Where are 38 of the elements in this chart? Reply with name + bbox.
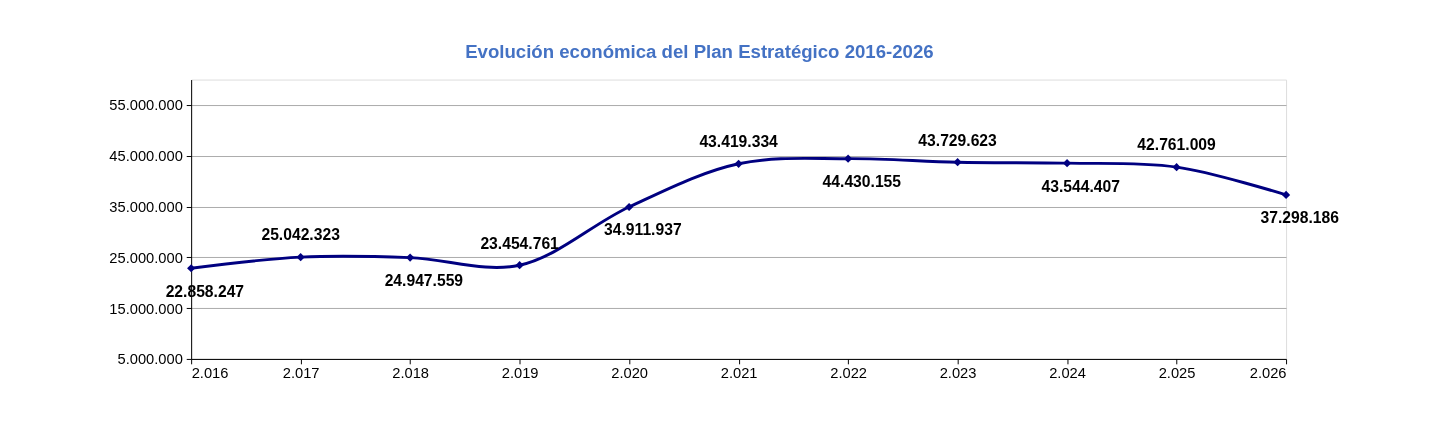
point	[296, 253, 305, 262]
x-tick-label: 2.020	[611, 365, 648, 382]
data-label: 42.761.009	[1137, 136, 1217, 154]
data-label: 23.454.761	[480, 234, 560, 252]
point	[953, 158, 962, 167]
x-tick-label: 2.021	[720, 365, 758, 382]
point	[406, 253, 415, 262]
chart-title: Evolución económica del Plan Estratégico 2016-2026	[465, 41, 934, 62]
data-label: 44.430.155	[822, 173, 902, 191]
x-tick-label: 2.024	[1049, 365, 1086, 382]
data-label: 24.947.559	[384, 272, 464, 290]
point	[844, 154, 853, 163]
point	[734, 159, 743, 168]
y-tick-label: 45.000.000	[109, 148, 183, 165]
data-label: 37.298.186	[1260, 209, 1340, 227]
y-tick-label: 25.000.000	[109, 249, 183, 266]
point	[187, 264, 196, 273]
x-tick-label: 2.018	[392, 365, 429, 382]
y-tick-label: 35.000.000	[109, 198, 183, 215]
data-label: 25.042.323	[261, 226, 341, 244]
point	[1172, 163, 1181, 172]
data-label: 43.419.334	[699, 133, 779, 151]
data-label: 43.544.407	[1041, 177, 1121, 195]
x-tick-label: 2.019	[501, 365, 539, 382]
y-tick-label: 5.000.000	[117, 351, 183, 368]
x-tick-label: 2.016	[191, 365, 229, 382]
y-tick-label: 55.000.000	[109, 97, 183, 114]
x-tick-label: 2.026	[1249, 365, 1287, 382]
point	[1281, 190, 1291, 199]
x-tick-label: 2.023	[939, 365, 977, 382]
y-tick-label: 15.000.000	[109, 300, 183, 317]
data-label: 43.729.623	[918, 131, 998, 149]
data-label: 34.911.937	[604, 221, 682, 239]
point	[515, 261, 524, 270]
x-tick-label: 2.022	[830, 365, 867, 382]
x-tick-label: 2.025	[1158, 365, 1196, 382]
x-tick-label: 2.017	[282, 365, 320, 382]
point	[625, 202, 634, 212]
